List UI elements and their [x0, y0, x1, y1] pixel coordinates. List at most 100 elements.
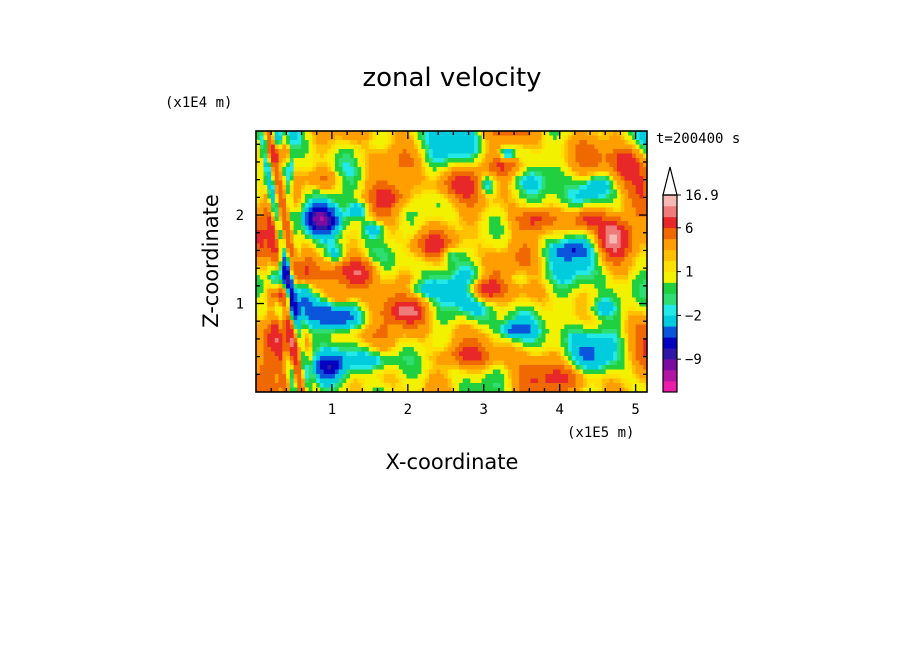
field-cell	[553, 257, 558, 263]
field-cell	[271, 198, 276, 204]
field-cell	[496, 234, 501, 240]
field-cell	[263, 266, 268, 272]
field-cell	[624, 329, 629, 335]
field-cell	[519, 329, 524, 335]
field-cell	[289, 270, 295, 276]
field-cell	[477, 302, 483, 308]
field-cell	[331, 338, 336, 344]
field-cell	[323, 212, 329, 218]
field-cell	[605, 216, 610, 222]
field-cell	[387, 288, 392, 294]
field-cell	[406, 306, 411, 312]
field-cell	[391, 221, 396, 227]
field-cell	[376, 180, 381, 186]
field-cell	[274, 302, 280, 308]
field-cell	[462, 329, 468, 335]
field-cell	[368, 329, 374, 335]
field-cell	[289, 257, 295, 263]
field-cell	[349, 203, 355, 209]
field-cell	[534, 171, 539, 177]
field-cell	[425, 293, 430, 299]
field-cell	[380, 266, 385, 272]
field-cell	[398, 203, 404, 209]
field-cell	[481, 261, 486, 267]
field-cell	[553, 320, 558, 326]
field-cell	[342, 243, 347, 249]
field-cell	[338, 266, 344, 272]
field-cell	[380, 198, 385, 204]
field-cell	[353, 135, 359, 141]
field-cell	[263, 329, 268, 335]
field-cell	[443, 198, 449, 204]
field-cell	[545, 248, 550, 254]
field-cell	[447, 293, 453, 299]
field-cell	[598, 135, 603, 141]
field-cell	[451, 144, 456, 150]
field-cell	[278, 225, 283, 231]
field-cell	[308, 167, 313, 173]
field-cell	[447, 288, 453, 294]
field-cell	[297, 333, 302, 339]
field-cell	[631, 135, 637, 141]
field-cell	[406, 171, 411, 177]
field-cell	[413, 149, 419, 155]
field-cell	[624, 216, 629, 222]
field-cell	[447, 225, 453, 231]
field-cell	[447, 230, 453, 236]
field-cell	[282, 338, 287, 344]
field-cell	[297, 324, 302, 330]
field-cell	[530, 248, 535, 254]
field-cell	[361, 194, 366, 200]
field-cell	[553, 270, 558, 276]
field-cell	[368, 131, 374, 137]
field-cell	[271, 180, 276, 186]
field-cell	[361, 248, 366, 254]
field-cell	[278, 194, 283, 200]
field-cell	[519, 239, 524, 245]
field-cell	[635, 162, 641, 168]
field-cell	[365, 284, 370, 290]
field-cell	[631, 270, 637, 276]
field-cell	[586, 270, 592, 276]
field-cell	[391, 225, 396, 231]
field-cell	[568, 270, 573, 276]
field-cell	[579, 194, 584, 200]
field-cell	[466, 198, 471, 204]
field-cell	[308, 338, 313, 344]
field-cell	[293, 279, 298, 285]
field-cell	[361, 140, 366, 146]
field-cell	[553, 135, 558, 141]
field-cell	[293, 324, 298, 330]
field-cell	[402, 194, 407, 200]
field-cell	[349, 180, 355, 186]
field-cell	[334, 131, 340, 137]
field-cell	[519, 230, 524, 236]
field-cell	[609, 198, 614, 204]
field-cell	[346, 144, 351, 150]
field-cell	[496, 342, 501, 348]
field-cell	[477, 243, 483, 249]
field-cell	[304, 275, 310, 281]
field-cell	[583, 225, 588, 231]
field-cell	[474, 135, 479, 141]
field-cell	[316, 261, 321, 267]
field-cell	[616, 252, 622, 258]
field-cell	[312, 167, 317, 173]
field-cell	[327, 284, 332, 290]
field-cell	[639, 180, 644, 186]
field-cell	[534, 194, 539, 200]
field-cell	[583, 284, 588, 290]
field-cell	[643, 293, 647, 299]
field-cell	[353, 266, 359, 272]
field-cell	[598, 131, 603, 137]
field-cell	[406, 266, 411, 272]
field-cell	[586, 180, 592, 186]
field-cell	[515, 288, 520, 294]
field-cell	[639, 207, 644, 213]
field-cell	[425, 167, 430, 173]
field-cell	[436, 234, 441, 240]
field-cell	[274, 324, 280, 330]
field-cell	[387, 171, 392, 177]
field-cell	[549, 171, 554, 177]
field-cell	[274, 275, 280, 281]
